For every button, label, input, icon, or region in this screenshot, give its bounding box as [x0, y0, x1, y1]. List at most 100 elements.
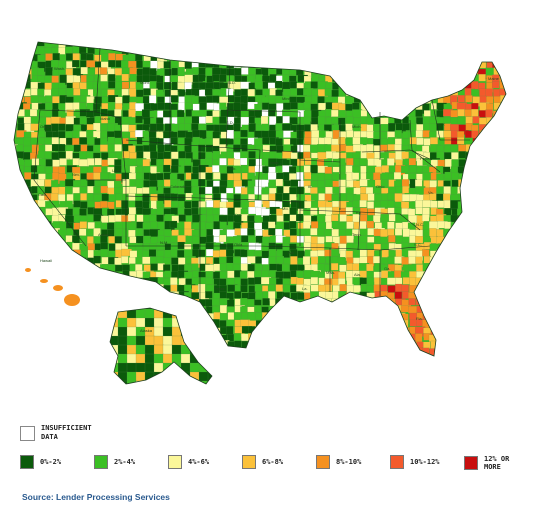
alaska-region-cell	[110, 380, 111, 384]
county-cell	[393, 61, 405, 70]
county-cell	[227, 53, 235, 61]
county-cell	[380, 67, 388, 78]
county-cell	[268, 109, 276, 117]
county-cell	[184, 312, 192, 320]
county-cell	[23, 298, 31, 306]
county-cell	[16, 67, 24, 75]
county-cell	[163, 264, 171, 272]
county-cell	[23, 334, 32, 342]
county-cell	[128, 278, 139, 286]
state-label: Colorado	[170, 184, 187, 189]
county-cell	[101, 320, 109, 328]
alaska-region-cell	[110, 308, 111, 320]
county-cell	[275, 47, 283, 55]
county-cell	[499, 208, 506, 219]
county-cell	[101, 42, 109, 50]
county-cell	[254, 215, 262, 223]
county-cell	[450, 299, 458, 310]
county-cell	[31, 264, 39, 275]
county-cell	[437, 74, 446, 82]
county-cell	[451, 81, 459, 89]
county-cell	[14, 200, 17, 208]
county-cell	[205, 138, 213, 146]
county-cell	[185, 68, 194, 76]
county-cell	[401, 354, 409, 356]
county-cell	[457, 243, 468, 254]
alaska-region-cell	[117, 308, 129, 320]
county-cell	[471, 277, 482, 285]
county-cell	[422, 355, 430, 356]
county-cell	[394, 144, 402, 152]
county-cell	[51, 320, 59, 328]
state-label: Wash.	[54, 66, 65, 71]
county-cell	[505, 271, 506, 282]
county-cell	[507, 139, 517, 146]
county-cell	[101, 284, 109, 295]
county-cell	[14, 348, 17, 356]
legend-swatch	[464, 456, 478, 470]
county-cell	[142, 285, 150, 293]
county-cell	[338, 312, 346, 320]
county-cell	[107, 208, 115, 216]
county-cell	[16, 256, 24, 264]
county-cell	[184, 264, 192, 272]
county-cell	[80, 250, 88, 259]
county-cell	[338, 46, 346, 54]
county-cell	[289, 334, 297, 342]
county-cell	[87, 158, 95, 166]
county-cell	[380, 60, 388, 68]
county-cell	[38, 158, 47, 166]
county-cell	[450, 235, 459, 243]
county-cell	[198, 82, 207, 90]
county-cell	[93, 291, 104, 299]
county-cell	[478, 278, 487, 286]
county-cell	[72, 340, 80, 348]
county-cell	[255, 327, 263, 335]
county-cell	[457, 95, 465, 103]
county-cell	[458, 42, 466, 51]
county-cell	[148, 249, 157, 257]
county-cell	[387, 348, 395, 356]
county-cell	[100, 67, 108, 75]
county-cell	[108, 53, 116, 61]
county-cell	[401, 46, 409, 54]
county-cell	[465, 194, 473, 202]
county-cell	[149, 186, 157, 194]
county-cell	[101, 193, 109, 201]
state-label: Utah	[112, 168, 120, 173]
county-cell	[338, 67, 346, 78]
county-cell	[422, 61, 433, 72]
county-cell	[451, 347, 459, 355]
county-cell	[500, 54, 506, 62]
county-cell	[464, 208, 472, 216]
county-cell	[457, 221, 468, 232]
county-cell	[86, 284, 97, 292]
county-cell	[346, 354, 357, 356]
county-cell	[184, 201, 192, 209]
county-cell	[72, 312, 80, 320]
county-cell	[268, 312, 279, 320]
county-cell	[380, 298, 388, 309]
county-cell	[478, 47, 489, 55]
hawaii-islands	[25, 268, 80, 306]
county-cell	[479, 42, 490, 47]
county-cell	[240, 228, 248, 236]
county-cell	[437, 263, 448, 274]
county-cell	[240, 249, 248, 257]
county-cell	[380, 179, 388, 187]
county-cell	[338, 340, 346, 348]
county-cell	[367, 326, 375, 334]
county-cell	[115, 81, 123, 89]
county-cell	[464, 256, 472, 267]
county-cell	[206, 95, 214, 104]
county-cell	[380, 236, 388, 244]
county-cell	[373, 256, 381, 264]
county-cell	[451, 75, 462, 83]
county-cell	[30, 354, 38, 356]
county-cell	[486, 214, 497, 222]
county-cell	[198, 179, 206, 187]
alaska-region-cell	[189, 335, 201, 347]
county-cell	[423, 283, 431, 292]
county-cell	[471, 313, 480, 324]
county-cell	[492, 180, 503, 191]
